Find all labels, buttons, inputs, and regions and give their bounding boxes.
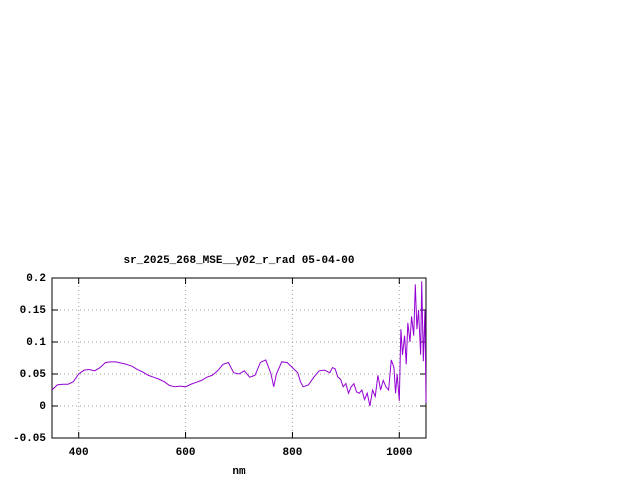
y-tick-label: -0.05 [13,433,46,445]
plot-frame [51,277,427,439]
y-tick-label: 0 [39,401,46,413]
x-tick-label: 1000 [386,447,412,459]
chart-title: sr_2025_268_MSE__y02_r_rad 05-04-00 [123,255,354,267]
x-tick-label: 600 [176,447,196,459]
x-axis-label: nm [232,466,246,478]
y-tick-label: 0.05 [20,369,47,381]
y-tick-label: 0.2 [26,273,46,285]
x-tick-label: 800 [283,447,303,459]
data-line [51,281,427,407]
x-tick-label: 400 [69,447,89,459]
y-tick-label: 0.15 [20,305,47,317]
y-tick-label: 0.1 [26,337,46,349]
